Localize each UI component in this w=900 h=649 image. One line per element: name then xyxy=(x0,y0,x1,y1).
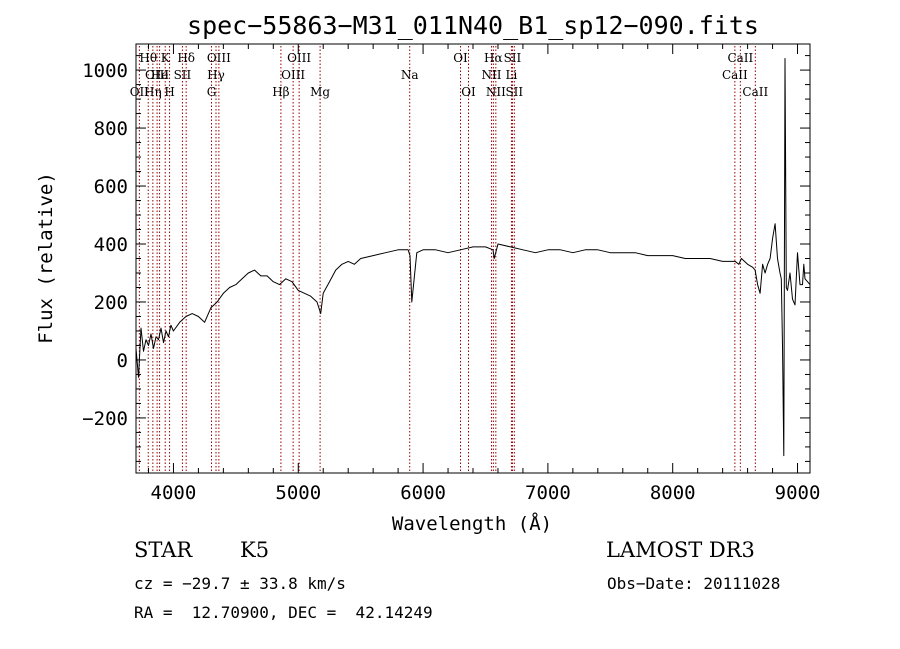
line-marker-label: CaII xyxy=(722,68,748,82)
line-marker-label: Hα xyxy=(484,51,503,65)
line-marker-label: CaII xyxy=(727,51,753,65)
x-tick-label: 4000 xyxy=(151,482,197,504)
chart-title: spec−55863−M31_011N40_B1_sp12−090.fits xyxy=(187,11,759,40)
redshift-value: cz = −29.7 ± 33.8 km/s xyxy=(134,574,346,593)
line-marker-label: Hδ xyxy=(177,51,195,65)
survey-name: LAMOST DR3 xyxy=(606,538,755,562)
line-marker-label: SII xyxy=(505,85,523,99)
line-marker-label: OIII xyxy=(287,51,311,65)
line-marker-label: Hθ xyxy=(139,51,157,65)
coordinates: RA = 12.70900, DEC = 42.14249 xyxy=(134,603,433,622)
line-marker-label: Hγ xyxy=(207,68,225,82)
x-tick-label: 5000 xyxy=(275,482,321,504)
y-axis-label: Flux (relative) xyxy=(35,172,57,344)
line-marker-label: He xyxy=(151,68,169,82)
line-marker-label: SII xyxy=(174,68,192,82)
line-marker-label: NII xyxy=(481,68,501,82)
x-tick-label: 6000 xyxy=(400,482,446,504)
x-tick-label: 7000 xyxy=(525,482,571,504)
line-marker-label: OIII xyxy=(207,51,231,65)
x-axis-ticks: 4000 5000 6000 7000 8000 9000 xyxy=(147,44,821,504)
y-tick-label: 800 xyxy=(94,118,128,140)
line-marker-label: SII xyxy=(504,51,522,65)
x-tick-label: 8000 xyxy=(650,482,696,504)
line-marker-label: Mg xyxy=(310,85,330,99)
line-marker-label: CaII xyxy=(742,85,768,99)
line-marker-label: OII xyxy=(130,85,150,99)
line-marker-label: Li xyxy=(506,68,518,82)
line-marker-label: OIII xyxy=(145,68,169,82)
obs-date: Obs−Date: 20111028 xyxy=(607,574,781,593)
y-tick-label: 1000 xyxy=(82,60,128,82)
line-marker-label: Hβ xyxy=(272,85,289,99)
emission-line-markers xyxy=(138,46,756,473)
line-marker-label: K xyxy=(161,51,171,65)
line-marker-label: OI xyxy=(453,51,468,65)
line-marker-label: H xyxy=(164,85,174,99)
object-class: STAR xyxy=(134,538,193,562)
y-tick-label: 0 xyxy=(117,350,128,372)
y-tick-label: 400 xyxy=(94,234,128,256)
y-axis-ticks: −200 0 200 400 600 800 1000 xyxy=(82,55,810,462)
subclass: K5 xyxy=(240,538,270,562)
line-marker-label: Hη xyxy=(144,85,162,99)
line-marker-label: NII xyxy=(486,85,506,99)
line-marker-label: G xyxy=(207,85,217,99)
line-marker-label: OI xyxy=(461,85,476,99)
x-axis-label: Wavelength (Å) xyxy=(392,512,552,535)
y-tick-label: 600 xyxy=(94,176,128,198)
x-tick-label: 9000 xyxy=(775,482,821,504)
y-tick-label: −200 xyxy=(82,408,128,430)
line-marker-label: Na xyxy=(401,68,419,82)
line-marker-label: OIII xyxy=(281,68,305,82)
y-tick-label: 200 xyxy=(94,292,128,314)
spectrum-line xyxy=(135,58,811,457)
